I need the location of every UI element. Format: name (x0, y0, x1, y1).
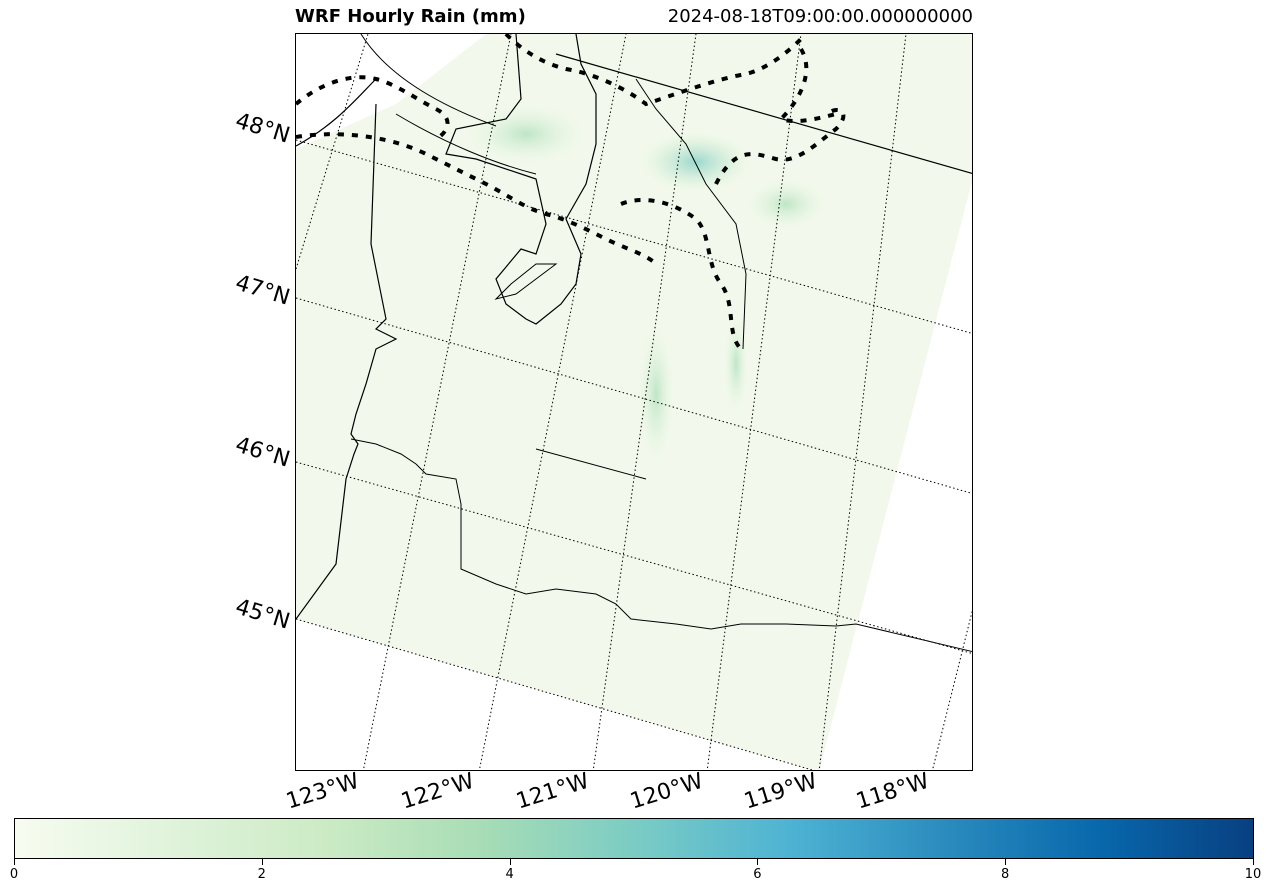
colorbar-tick-label: 0 (9, 867, 19, 882)
colorbar-tick-label: 4 (505, 867, 514, 882)
rain-patch (724, 314, 748, 414)
colorbar-tick (1253, 859, 1254, 865)
colorbar-tick (509, 859, 511, 865)
puget-inlet (494, 263, 558, 300)
lat-gridlines (296, 139, 972, 770)
colorbar-tick-label: 10 (1244, 867, 1262, 882)
lon-label: 123°W (283, 768, 363, 815)
rain-patch (638, 324, 674, 464)
lon-label: 122°W (398, 768, 478, 815)
colorbar-tick-label: 8 (1001, 867, 1010, 882)
lon-label: 118°W (853, 768, 933, 815)
dashed-contours (296, 34, 846, 351)
lon-gridlines (296, 34, 972, 770)
colorbar-tick (14, 859, 15, 865)
colorbar (14, 818, 1254, 859)
lon-label: 120°W (627, 768, 707, 815)
state-border (350, 438, 972, 653)
lat-label: 45°N (232, 594, 293, 635)
map-panel[interactable] (295, 33, 973, 771)
colorbar-tick (261, 859, 263, 865)
coastline (296, 78, 398, 620)
lon-label: 119°W (741, 768, 821, 815)
colorbar-tick-label: 6 (753, 867, 762, 882)
colorbar-tick (757, 859, 759, 865)
timestamp: 2024-08-18T09:00:00.000000000 (667, 6, 973, 27)
colorbar-tick-label: 2 (257, 867, 266, 882)
rain-patch (746, 179, 826, 229)
colorbar-tick (1005, 859, 1007, 865)
puget-sound (445, 34, 597, 325)
strait-line (360, 34, 537, 175)
lat-label: 47°N (232, 270, 293, 311)
lat-label: 48°N (232, 108, 293, 149)
state-border (535, 78, 747, 480)
map-title: WRF Hourly Rain (mm) (295, 6, 526, 27)
canada-border (555, 53, 972, 175)
lon-label: 121°W (513, 768, 593, 815)
lat-label: 46°N (232, 432, 293, 473)
rain-patch (466, 104, 586, 164)
rain-patch (641, 132, 751, 192)
map-canvas (296, 34, 972, 770)
